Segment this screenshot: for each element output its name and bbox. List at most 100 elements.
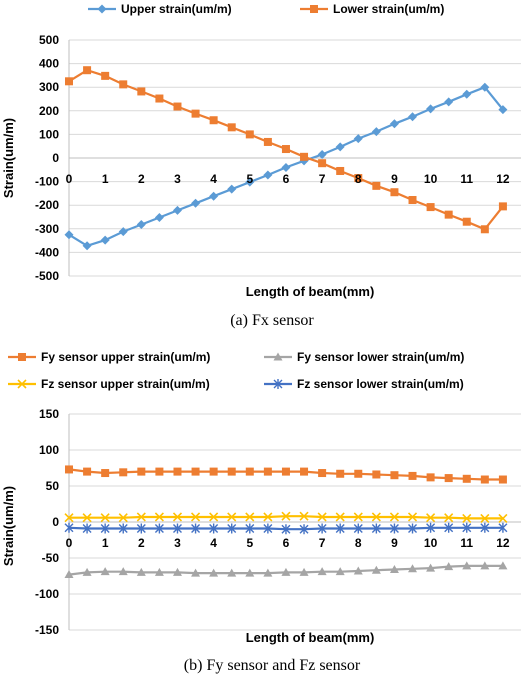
data-point [318, 159, 327, 168]
x-tick-label: 8 [355, 536, 362, 550]
grid-fx [69, 39, 521, 277]
data-point [172, 523, 182, 534]
data-point [389, 119, 399, 129]
x-axis-title-fy-fz: Length of beam(mm) [246, 630, 375, 645]
data-point [371, 523, 381, 534]
series-fz-sensor-lower-strain-um-m [64, 522, 508, 535]
data-point [408, 523, 418, 534]
data-point [371, 565, 381, 574]
legend-entry-fz-sensor-lower-strain-um-m: Fz sensor lower strain(um/m) [264, 377, 464, 391]
data-point [209, 568, 219, 577]
data-point [281, 145, 290, 154]
data-point [263, 512, 273, 522]
data-point [227, 467, 236, 476]
x-tick-label: 4 [210, 536, 217, 550]
data-point [154, 567, 164, 576]
grid-fy-fz [69, 413, 521, 631]
y-tick-labels-fx: -500 -400 -300 -200 -100 0 100 200 300 400 500 [35, 33, 59, 283]
data-point [100, 513, 110, 523]
data-point [136, 523, 146, 534]
data-point [263, 137, 272, 146]
legend-label: Upper strain(um/m) [121, 2, 232, 16]
x-tick-label: 5 [246, 536, 253, 550]
legend-swatch-marker [310, 5, 318, 13]
data-point [155, 467, 164, 476]
legend-swatch-marker [18, 353, 26, 361]
data-point [281, 162, 291, 172]
data-point [335, 142, 345, 152]
series-lower-strain-um-m [65, 66, 507, 234]
data-point [480, 513, 490, 523]
data-point [480, 561, 490, 570]
series-fy-sensor-lower-strain-um-m [64, 561, 508, 579]
data-point [172, 512, 183, 522]
data-point [444, 210, 453, 219]
series-upper-strain-um-m [64, 82, 508, 251]
data-point [100, 235, 110, 245]
data-point [407, 512, 418, 522]
data-point [118, 523, 128, 534]
data-point [372, 181, 381, 190]
data-point [191, 467, 200, 476]
legend-fy-fz: Fy sensor upper strain(um/m) Fy sensor lo… [8, 350, 464, 391]
data-point [136, 220, 146, 230]
data-point [209, 467, 218, 476]
data-point [462, 217, 471, 226]
x-tick-labels-fy-fz: 0 1 2 3 4 5 6 7 8 9 10 11 12 [66, 536, 510, 550]
data-point [300, 152, 309, 161]
chart-fy-fz-sensor: Fy sensor upper strain(um/m) Fy sensor lo… [1, 350, 521, 674]
data-point [444, 562, 454, 571]
data-point [172, 205, 182, 215]
y-tick-label: -100 [35, 175, 59, 189]
data-point [317, 149, 327, 159]
data-point [353, 523, 363, 534]
data-point [263, 170, 273, 180]
data-point [191, 198, 201, 208]
y-tick-label: 150 [39, 407, 59, 421]
data-point [462, 513, 472, 523]
data-point [390, 471, 399, 480]
data-point [498, 202, 507, 211]
data-point [65, 77, 73, 86]
y-tick-label: 0 [52, 515, 59, 529]
data-point [191, 109, 200, 118]
y-tick-label: -50 [42, 551, 60, 565]
data-point [82, 523, 92, 534]
x-tick-label: 9 [391, 536, 398, 550]
legend-fx: Upper strain(um/m) Lower strain(um/m) [88, 2, 444, 16]
data-point [281, 524, 291, 535]
x-tick-label: 10 [424, 536, 438, 550]
y-tick-label: -200 [35, 198, 59, 212]
data-point [154, 212, 164, 222]
y-tick-label: 500 [39, 33, 59, 47]
data-point [173, 102, 182, 111]
y-tick-label: 50 [46, 479, 60, 493]
data-point [119, 80, 128, 89]
data-point [227, 523, 237, 534]
data-point [64, 513, 74, 523]
data-point [335, 567, 345, 576]
legend-entry-fy-sensor-upper-strain-um-m: Fy sensor upper strain(um/m) [8, 350, 210, 364]
data-point [498, 475, 507, 484]
x-tick-labels-fx: 0 1 2 3 4 5 6 7 8 9 10 11 12 [66, 172, 510, 186]
data-point [408, 471, 417, 480]
data-point [426, 563, 436, 572]
y-tick-label: 0 [52, 151, 59, 165]
legend-label: Fy sensor upper strain(um/m) [41, 350, 210, 364]
x-tick-label: 12 [496, 536, 510, 550]
data-point [136, 567, 146, 576]
data-point [354, 469, 363, 478]
data-point [263, 467, 272, 476]
data-point [263, 523, 273, 534]
data-point [390, 188, 399, 197]
legend-swatch-marker [17, 379, 27, 389]
series-fz-sensor-upper-strain-um-m [64, 511, 508, 523]
axes-fy-fz [68, 414, 521, 630]
data-point [444, 474, 453, 483]
data-point [227, 568, 237, 577]
data-point [82, 513, 92, 523]
data-point [64, 522, 74, 533]
x-axis-title-fx: Length of beam(mm) [246, 284, 375, 299]
caption-fy-fz: (b) Fy sensor and Fz sensor [184, 657, 361, 674]
x-tick-label: 3 [174, 536, 181, 550]
